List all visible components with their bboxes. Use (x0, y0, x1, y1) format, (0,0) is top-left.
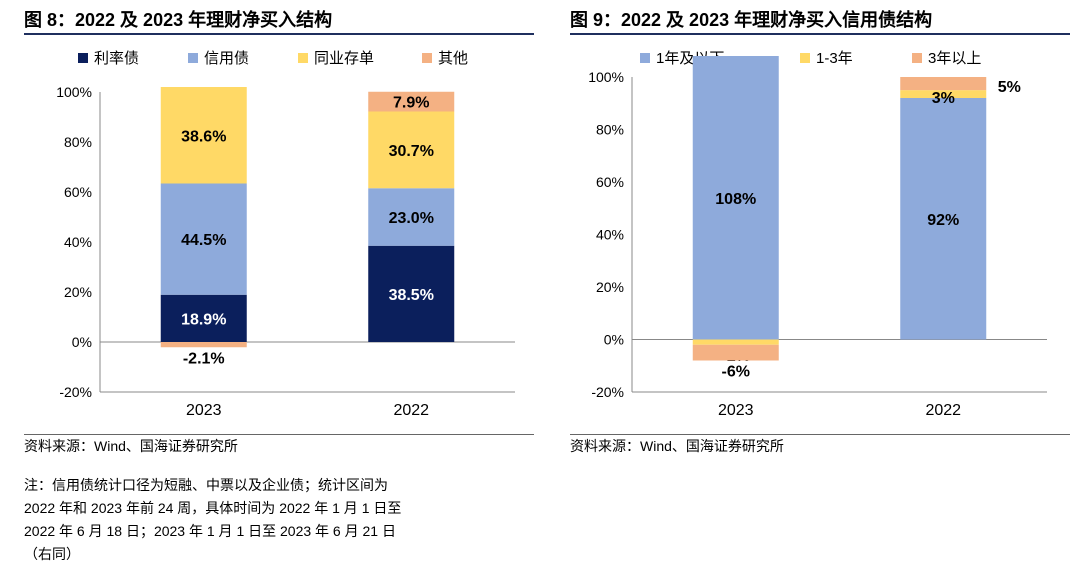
x-tick-label: 2022 (925, 402, 961, 419)
x-tick-label: 2023 (186, 402, 222, 419)
note-line: 2022 年和 2023 年前 24 周，具体时间为 2022 年 1 月 1 … (24, 500, 402, 516)
data-label: 92% (927, 212, 959, 229)
legend-label: 利率债 (94, 50, 139, 67)
y-tick-label: 100% (56, 84, 92, 100)
bar-segment (368, 245, 455, 342)
legend-swatch (912, 53, 922, 63)
bar-segment (692, 339, 779, 345)
y-tick-label: 0% (604, 332, 624, 348)
data-label: 18.9% (181, 311, 226, 328)
legend-label: 1-3年 (816, 50, 853, 67)
note-line: 注：信用债统计口径为短融、中票以及企业债；统计区间为 (24, 477, 388, 493)
data-label: 3% (932, 90, 955, 107)
bar-segment (900, 90, 987, 98)
bar-segment (160, 342, 247, 348)
y-tick-label: 40% (596, 227, 624, 243)
right-stacked-bar-chart: 1年及以下 1-3年 3年以上-20%0%20%40%60%80%100%108%-… (588, 50, 1047, 419)
y-tick-label: 80% (64, 134, 92, 150)
y-tick-label: 60% (596, 174, 624, 190)
y-tick-label: 80% (596, 122, 624, 138)
bar-segment (160, 294, 247, 342)
legend-label: 3年以上 (928, 50, 981, 67)
bar-segment (368, 188, 455, 246)
data-label: -2.1% (183, 350, 225, 367)
right-chart-title: 图 9：2022 及 2023 年理财净买入信用债结构 (570, 10, 933, 30)
left-chart-title: 图 8：2022 及 2023 年理财净买入结构 (24, 10, 333, 30)
legend-swatch (422, 53, 432, 63)
bar-segment (692, 56, 779, 340)
left-title-rule (24, 33, 534, 35)
bar-segment (692, 344, 779, 361)
note-line: 2022 年 6 月 18 日；2023 年 1 月 1 日至 2023 年 6… (24, 523, 396, 539)
data-label: 23.0% (389, 210, 434, 227)
right-source-text: 资料来源：Wind、国海证券研究所 (570, 438, 784, 454)
y-tick-label: 20% (64, 284, 92, 300)
y-tick-label: -20% (591, 384, 624, 400)
bar-segment (900, 77, 987, 91)
data-label: 38.6% (181, 128, 226, 145)
data-label: 44.5% (181, 232, 226, 249)
left-source-rule (24, 434, 534, 435)
legend-swatch (800, 53, 810, 63)
y-tick-label: 60% (64, 184, 92, 200)
data-label: 7.9% (393, 95, 429, 112)
data-label: 38.5% (389, 287, 434, 304)
y-tick-label: 0% (72, 334, 92, 350)
y-tick-label: 40% (64, 234, 92, 250)
legend-swatch (640, 53, 650, 63)
right-source-rule (570, 434, 1070, 435)
y-tick-label: -20% (59, 384, 92, 400)
data-label: 5% (998, 79, 1021, 96)
legend-label: 其他 (438, 50, 468, 67)
chart-note: 注：信用债统计口径为短融、中票以及企业债；统计区间为 2022 年和 2023 … (24, 474, 534, 566)
data-label: 30.7% (389, 143, 434, 160)
x-tick-label: 2023 (718, 402, 754, 419)
legend-swatch (78, 53, 88, 63)
bar-segment (160, 183, 247, 295)
legend-label: 信用债 (204, 50, 249, 67)
legend-swatch (188, 53, 198, 63)
y-tick-label: 100% (588, 69, 624, 85)
bar-segment (368, 111, 455, 189)
data-label: 108% (715, 191, 756, 208)
note-line: （右同） (24, 546, 80, 562)
bar-segment (160, 87, 247, 184)
legend-label: 同业存单 (314, 50, 374, 67)
left-stacked-bar-chart: 利率债 信用债 同业存单 其他 -20% 0% 20% 40% 60% 80% 100% 18.9% 4… (56, 50, 515, 419)
data-label: -6% (722, 364, 750, 381)
left-source-text: 资料来源：Wind、国海证券研究所 (24, 438, 238, 454)
bar-segment (368, 91, 455, 112)
x-tick-label: 2022 (393, 402, 429, 419)
right-title-rule (570, 33, 1070, 35)
legend-swatch (298, 53, 308, 63)
bar-segment (900, 98, 987, 340)
y-tick-label: 20% (596, 279, 624, 295)
